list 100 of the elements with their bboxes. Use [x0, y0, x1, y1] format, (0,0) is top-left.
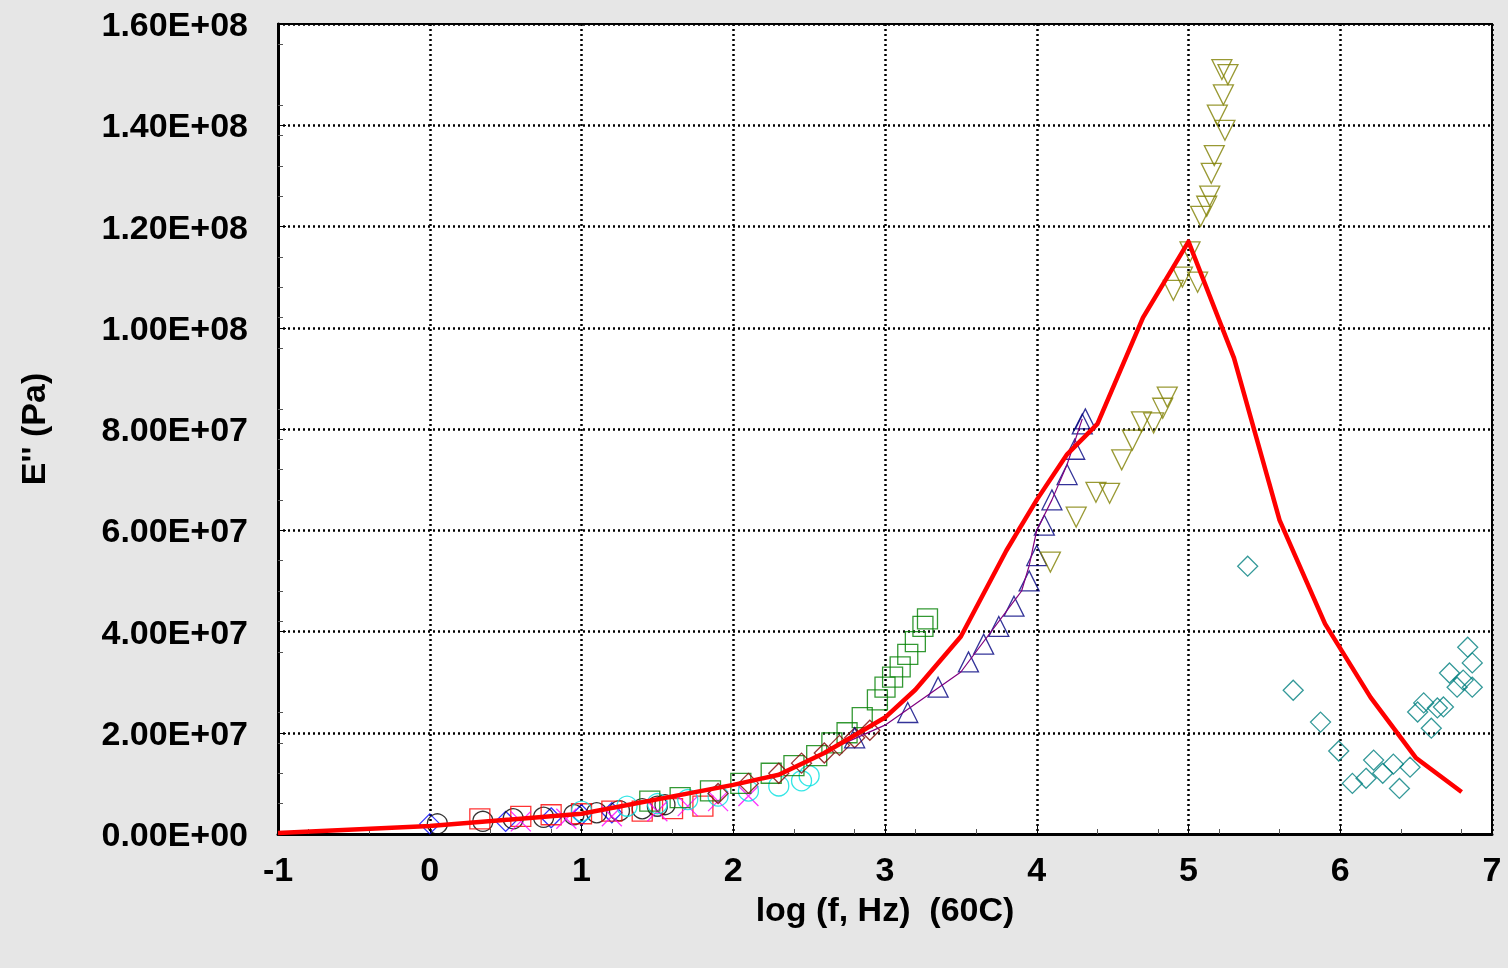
point: [677, 788, 699, 811]
point: [1085, 481, 1107, 503]
y-tick-label: 6.00E+07: [101, 511, 248, 550]
point: [669, 786, 691, 809]
point: [783, 755, 805, 777]
point: [1039, 551, 1062, 573]
point: [874, 676, 896, 698]
y-tick-label: 1.20E+08: [101, 207, 248, 246]
point: [1432, 696, 1455, 718]
point: [1452, 669, 1474, 691]
point: [1212, 84, 1235, 106]
point: [510, 805, 532, 827]
point: [737, 772, 760, 795]
point: [1056, 463, 1078, 486]
point: [1372, 762, 1394, 784]
x-tick-label: 3: [875, 850, 895, 888]
point: [1111, 449, 1133, 471]
x-tick-label: 7: [1482, 850, 1502, 888]
point: [1406, 701, 1429, 723]
x-tick-label: 6: [1330, 850, 1350, 888]
point: [1121, 429, 1143, 451]
y-tick-label: 4.00E+07: [101, 612, 248, 651]
y-tick-label: 0.00E+00: [101, 815, 248, 853]
point: [1196, 195, 1218, 217]
point: [881, 666, 904, 688]
point: [1200, 162, 1222, 184]
point: [1382, 753, 1405, 775]
point: [828, 734, 851, 757]
point: [1461, 676, 1483, 698]
x-tick-label: 4: [1027, 850, 1047, 888]
point: [1355, 767, 1377, 789]
point: [1074, 408, 1096, 430]
point: [1179, 241, 1201, 263]
point: [1065, 506, 1087, 528]
point: [646, 800, 669, 822]
point: [1426, 697, 1449, 719]
point: [813, 742, 835, 764]
point: [1446, 676, 1468, 698]
y-tick-label: 1.60E+08: [101, 5, 248, 43]
x-axis-title: log (f, Hz) (60C): [755, 890, 1015, 928]
point: [1217, 63, 1239, 86]
x-tick-label: 5: [1179, 850, 1198, 888]
point: [1203, 144, 1225, 167]
point: [1413, 692, 1435, 714]
point: [1018, 570, 1040, 592]
point: [419, 813, 441, 835]
point: [897, 701, 919, 724]
point: [532, 806, 555, 828]
point: [1399, 756, 1421, 778]
point: [608, 800, 631, 822]
x-tick-label: 2: [723, 850, 743, 888]
point: [1282, 679, 1304, 701]
point: [1461, 652, 1483, 674]
point: [1237, 555, 1259, 577]
point: [426, 813, 448, 835]
point: [586, 802, 608, 824]
point: [692, 795, 714, 817]
point: [790, 770, 813, 792]
y-tick-label: 8.00E+07: [101, 410, 248, 448]
point: [639, 790, 661, 812]
point: [798, 765, 820, 787]
point: [760, 762, 782, 784]
point: [661, 798, 684, 820]
point: [859, 719, 881, 741]
point: [730, 772, 752, 795]
point: [957, 651, 980, 673]
point: [1214, 119, 1236, 141]
point: [988, 615, 1010, 638]
point: [1457, 636, 1479, 658]
y-tick-label: 1.40E+08: [101, 106, 248, 145]
x-tick-label: 0: [420, 850, 440, 888]
point: [1156, 386, 1178, 408]
point: [1309, 711, 1332, 733]
point: [1388, 777, 1411, 800]
point: [768, 762, 790, 784]
point: [1071, 413, 1093, 435]
point: [1162, 279, 1184, 301]
point: [790, 752, 813, 774]
x-tick-label: 1: [572, 850, 591, 888]
point: [1206, 104, 1228, 126]
point: [1420, 717, 1442, 739]
point: [1328, 740, 1350, 762]
point: [677, 795, 699, 817]
point: [927, 676, 949, 698]
point: [699, 780, 722, 802]
point: [806, 744, 828, 767]
point: [1026, 544, 1048, 567]
point: [904, 630, 926, 653]
point: [707, 790, 729, 812]
line-series: [275, 239, 1464, 836]
x-tick-label: -1: [262, 850, 294, 888]
point: [1199, 185, 1221, 207]
point: [1142, 412, 1165, 434]
point: [821, 732, 843, 754]
point: [768, 775, 790, 797]
point: [1362, 749, 1385, 771]
point: [1041, 489, 1063, 511]
point: [889, 656, 911, 678]
point: [1098, 482, 1121, 504]
point: [1341, 772, 1364, 795]
